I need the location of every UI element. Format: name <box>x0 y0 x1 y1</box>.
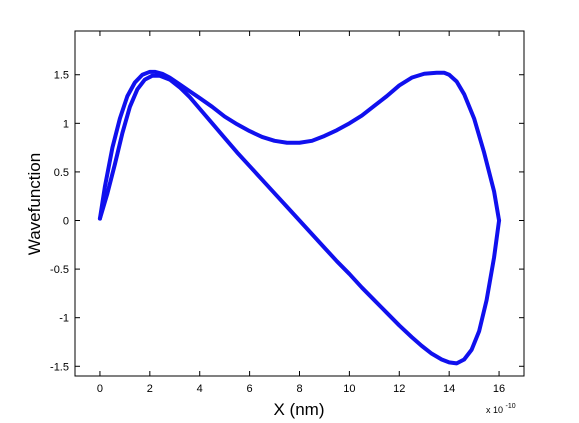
x-tick-label: 2 <box>147 383 153 395</box>
y-tick-label: 0 <box>63 216 69 228</box>
y-tick-label: -1 <box>59 313 69 325</box>
y-tick-label: -0.5 <box>50 264 69 276</box>
y-tick-label: 1.5 <box>54 70 69 82</box>
x-tick-label: 12 <box>393 383 405 395</box>
x-axis-label: X (nm) <box>274 400 325 419</box>
x-axis-exponent-base: x 10 <box>486 405 503 415</box>
x-tick-label: 4 <box>197 383 203 395</box>
x-tick-label: 0 <box>97 383 103 395</box>
y-tick-label: -1.5 <box>50 361 69 373</box>
x-tick-label: 10 <box>343 383 355 395</box>
y-tick-label: 1 <box>63 118 69 130</box>
x-axis-exponent-power: -10 <box>506 403 516 410</box>
x-tick-label: 16 <box>493 383 505 395</box>
y-axis-label: Wavefunction <box>25 153 44 255</box>
y-tick-label: 0.5 <box>54 167 69 179</box>
x-tick-label: 6 <box>247 383 253 395</box>
x-tick-label: 8 <box>296 383 302 395</box>
x-tick-label: 14 <box>443 383 455 395</box>
